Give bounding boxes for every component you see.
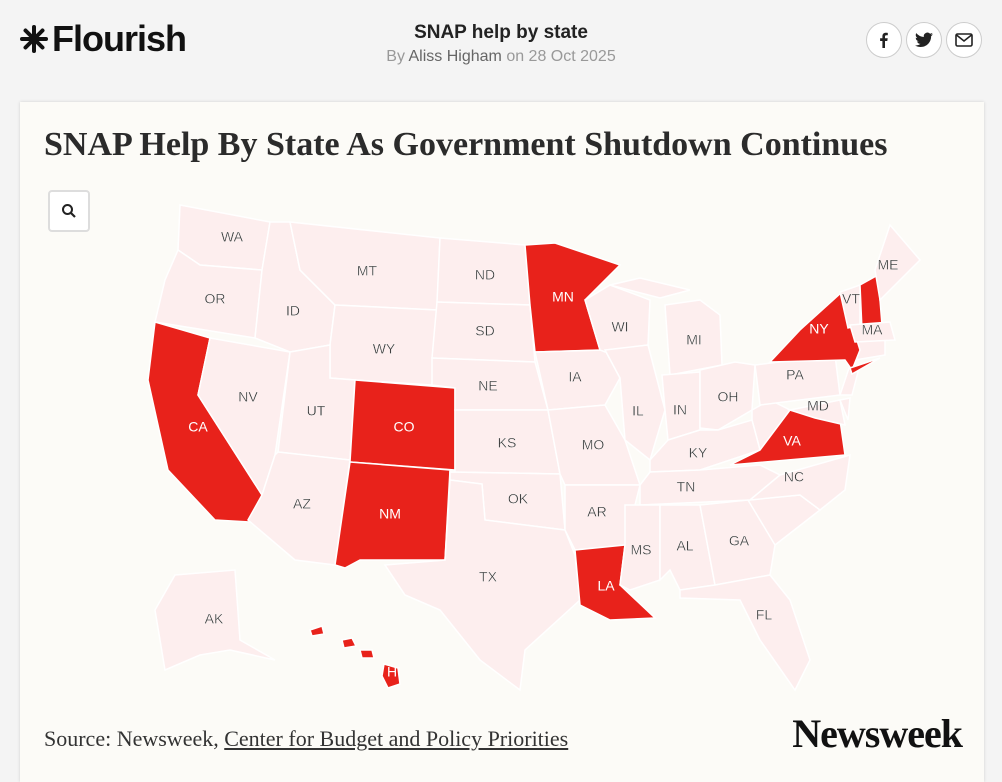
state-label: NV [238,389,258,405]
logo-text: Flourish [52,18,187,59]
state-label: WI [611,319,628,335]
state-unlabeled [838,397,851,421]
state [383,479,581,692]
state [747,453,851,511]
state-label: IA [568,369,582,385]
state [639,464,782,506]
state-label: MS [631,542,652,558]
author[interactable]: Aliss Higham [408,48,502,65]
state [787,399,846,426]
state [768,290,861,372]
state-label: CA [188,419,208,435]
state [849,321,896,343]
share-buttons [866,22,982,58]
state [609,277,691,299]
logo-icon [20,25,48,53]
state-label: MI [686,332,702,348]
email-button[interactable] [946,22,982,58]
state-label: NC [784,469,804,485]
source-link[interactable]: Center for Budget and Policy Priorities [224,726,569,751]
state-label: FL [756,607,773,623]
state-label: MA [862,322,884,338]
state-label: ID [286,303,300,319]
state-label: KY [689,445,708,461]
page-title: SNAP help by state [414,22,588,43]
search-icon [62,204,76,218]
state [381,663,401,689]
state-label: MO [582,437,605,453]
state [359,649,375,659]
state-label: MT [357,263,378,279]
state-label: GA [729,533,750,549]
state-label: NE [478,378,497,394]
state-label: MD [807,398,829,414]
facebook-button[interactable] [866,22,902,58]
state-label: OK [508,491,529,507]
source-prefix: Source: Newsweek, [44,726,219,751]
state-label: KS [498,435,517,451]
state-label: AL [676,538,693,554]
brand-logo: Newsweek [792,711,963,756]
state-label: UT [307,403,326,419]
state-label: WA [221,229,244,245]
state-label: NY [809,321,829,337]
state-label: OR [205,291,226,307]
state-label: VT [842,291,860,307]
state-label: TX [479,569,498,585]
state-label: ME [878,257,899,273]
logo[interactable]: Flourish [20,18,187,60]
card-title: SNAP Help By State As Government Shutdow… [44,126,888,163]
state-label: LA [597,578,615,594]
state [699,499,776,586]
state [664,299,723,376]
state-label: AK [205,611,224,627]
state [874,223,922,302]
state-label: IN [673,402,687,418]
state-label: NM [379,506,401,522]
state [309,625,325,637]
state [534,349,621,411]
byline-prefix: By [386,48,405,65]
state-label: TN [677,479,696,495]
search-button[interactable] [48,190,90,232]
facebook-icon [880,32,888,48]
state-label: AR [587,504,606,520]
state [849,357,881,376]
byline: By Aliss Higham on 28 Oct 2025 [0,48,1002,66]
state-label: PA [786,367,804,383]
twitter-icon [915,32,933,48]
state [334,461,451,569]
state-label: CO [394,419,415,435]
state-label: OH [718,389,739,405]
state-label: WY [373,341,396,357]
email-icon [955,33,973,47]
source: Source: Newsweek, Center for Budget and … [44,726,568,752]
state-label: HI [387,664,401,680]
state [679,574,811,692]
state-label: VA [783,433,801,449]
state-label: IL [632,403,644,419]
twitter-button[interactable] [906,22,942,58]
state [699,361,756,431]
state-label: SD [475,323,494,339]
state [154,569,276,672]
state-label: MN [552,289,574,305]
byline-date: on 28 Oct 2025 [506,48,616,65]
state-label: AZ [293,496,311,512]
state-label: ND [475,267,495,283]
state [341,637,358,649]
